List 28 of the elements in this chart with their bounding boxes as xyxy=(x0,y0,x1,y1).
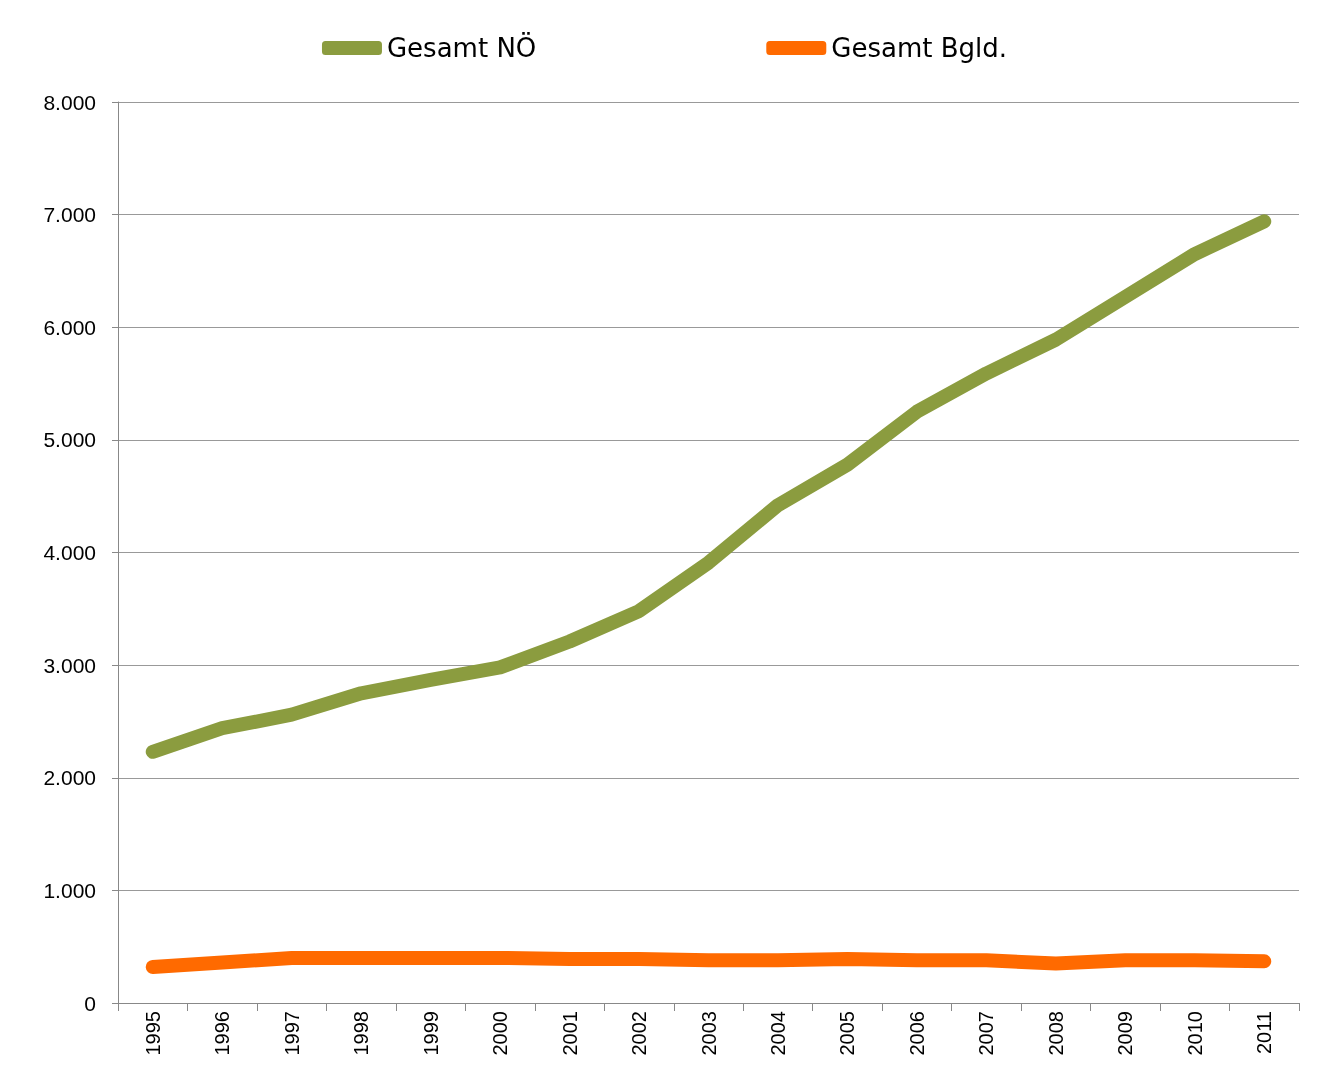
y-tick-label: 0 xyxy=(84,991,96,1015)
x-tick-label: 1999 xyxy=(419,1011,442,1056)
x-tick-label: 1995 xyxy=(141,1011,164,1056)
x-tick-label: 1996 xyxy=(211,1011,234,1056)
x-tick-label: 2004 xyxy=(766,1011,789,1056)
legend-label: Gesamt NÖ xyxy=(386,32,537,63)
x-tick-label: 2005 xyxy=(836,1011,859,1056)
y-tick-label: 1.000 xyxy=(43,878,96,902)
x-tick-label: 1998 xyxy=(350,1011,373,1056)
x-tick-label: 2007 xyxy=(975,1011,998,1056)
x-tick-label: 2006 xyxy=(905,1011,928,1056)
x-tick-label: 2009 xyxy=(1114,1011,1137,1056)
x-tick-label: 2008 xyxy=(1044,1011,1067,1056)
y-tick-label: 4.000 xyxy=(43,541,96,564)
y-tick-label: 7.000 xyxy=(43,203,96,227)
x-tick-label: 2002 xyxy=(628,1011,651,1056)
y-tick-label: 8.000 xyxy=(43,90,96,114)
x-tick-label: 2000 xyxy=(489,1011,512,1056)
x-tick-label: 1997 xyxy=(280,1011,303,1056)
legend-label: Gesamt Bgld. xyxy=(831,33,1008,63)
y-tick-label: 3.000 xyxy=(43,653,96,677)
x-tick-label: 2010 xyxy=(1183,1011,1206,1056)
x-tick-label: 2001 xyxy=(558,1011,581,1056)
y-tick-label: 6.000 xyxy=(43,315,96,339)
y-tick-label: 2.000 xyxy=(43,766,96,790)
x-tick-label: 2011 xyxy=(1253,1011,1276,1055)
y-tick-label: 5.000 xyxy=(43,428,96,452)
x-tick-label: 2003 xyxy=(697,1011,720,1056)
